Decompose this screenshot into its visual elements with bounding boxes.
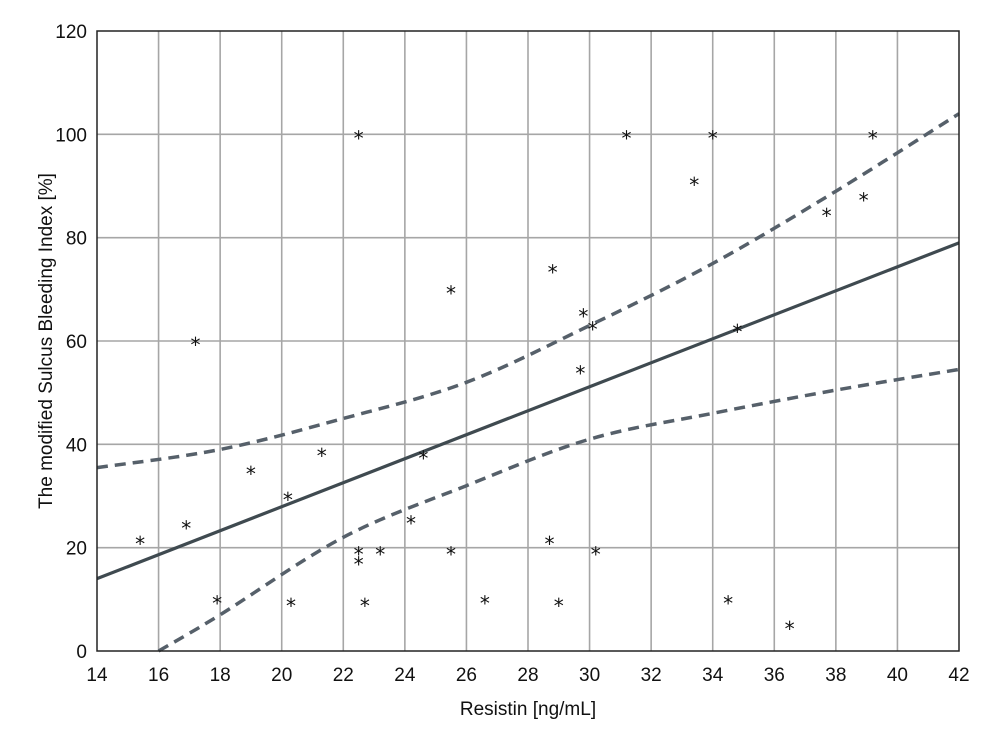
data-point: *: [246, 462, 256, 486]
y-tick-label: 60: [66, 332, 87, 353]
data-point: *: [375, 542, 385, 566]
data-point: *: [181, 516, 191, 540]
data-point: *: [135, 532, 145, 556]
data-point: *: [785, 617, 795, 641]
data-point: *: [283, 488, 293, 512]
x-tick-label: 22: [333, 665, 354, 686]
plot-frame: [96, 30, 960, 652]
x-tick-label: 24: [394, 665, 416, 686]
data-point: *: [446, 281, 456, 305]
data-point: *: [545, 532, 555, 556]
x-tick-label: 40: [887, 665, 908, 686]
data-point: *: [591, 542, 601, 566]
data-points: * * * * * * * * * * * * * * * * * * * * * * * * * * * * * * * * * *: [135, 126, 878, 641]
data-point: *: [212, 591, 222, 615]
x-tick-label: 20: [271, 665, 292, 686]
data-point: *: [554, 594, 564, 618]
confidence-lower-line: [157, 367, 960, 653]
x-tick-label: 38: [825, 665, 846, 686]
regression-line-group: [96, 241, 960, 581]
regression-line: [96, 241, 960, 581]
x-tick-label: 36: [764, 665, 785, 686]
data-point: *: [480, 591, 490, 615]
data-point: *: [868, 126, 878, 150]
x-tick-label: 34: [702, 665, 724, 686]
x-axis-label: Resistin [ng/mL]: [460, 699, 596, 720]
data-point: *: [723, 591, 733, 615]
x-tick-label: 30: [579, 665, 600, 686]
data-point: *: [732, 320, 742, 344]
data-point: *: [191, 333, 201, 357]
x-tick-label: 16: [148, 665, 169, 686]
data-point: *: [575, 361, 585, 385]
data-point: *: [406, 511, 416, 535]
data-point: *: [317, 444, 327, 468]
data-point: *: [548, 261, 558, 285]
y-axis-label: The modified Sulcus Bleeding Index [%]: [36, 173, 57, 509]
data-point: *: [354, 542, 364, 566]
data-point: *: [286, 594, 296, 618]
data-point: *: [689, 173, 699, 197]
data-point: *: [354, 126, 364, 150]
data-point: *: [578, 305, 588, 329]
data-point: *: [588, 318, 598, 342]
y-tick-label: 100: [55, 125, 87, 146]
x-tick-label: 14: [86, 665, 108, 686]
data-point: *: [622, 126, 632, 150]
y-tick-labels: 0 20 40 60 80 100 120: [55, 22, 87, 663]
data-point: *: [354, 553, 364, 577]
y-tick-label: 0: [76, 642, 87, 663]
data-point: *: [418, 447, 428, 471]
y-tick-label: 80: [66, 229, 87, 250]
data-point: *: [446, 542, 456, 566]
data-point: *: [859, 188, 869, 212]
confidence-bands: [96, 112, 960, 653]
y-tick-label: 120: [55, 22, 87, 43]
data-point: *: [360, 594, 370, 618]
y-tick-label: 20: [66, 539, 87, 560]
x-tick-label: 42: [948, 665, 969, 686]
x-tick-label: 18: [210, 665, 231, 686]
x-tick-labels: 14 16 18 20 22 24 26 28 30 32 34 36 38 40 42: [86, 665, 969, 686]
grid-lines: [97, 31, 959, 651]
data-point: *: [708, 126, 718, 150]
y-tick-label: 40: [66, 435, 87, 456]
x-tick-label: 32: [641, 665, 662, 686]
x-tick-label: 28: [517, 665, 538, 686]
x-tick-label: 26: [456, 665, 477, 686]
data-point: *: [822, 204, 832, 228]
confidence-upper-line: [96, 112, 960, 470]
